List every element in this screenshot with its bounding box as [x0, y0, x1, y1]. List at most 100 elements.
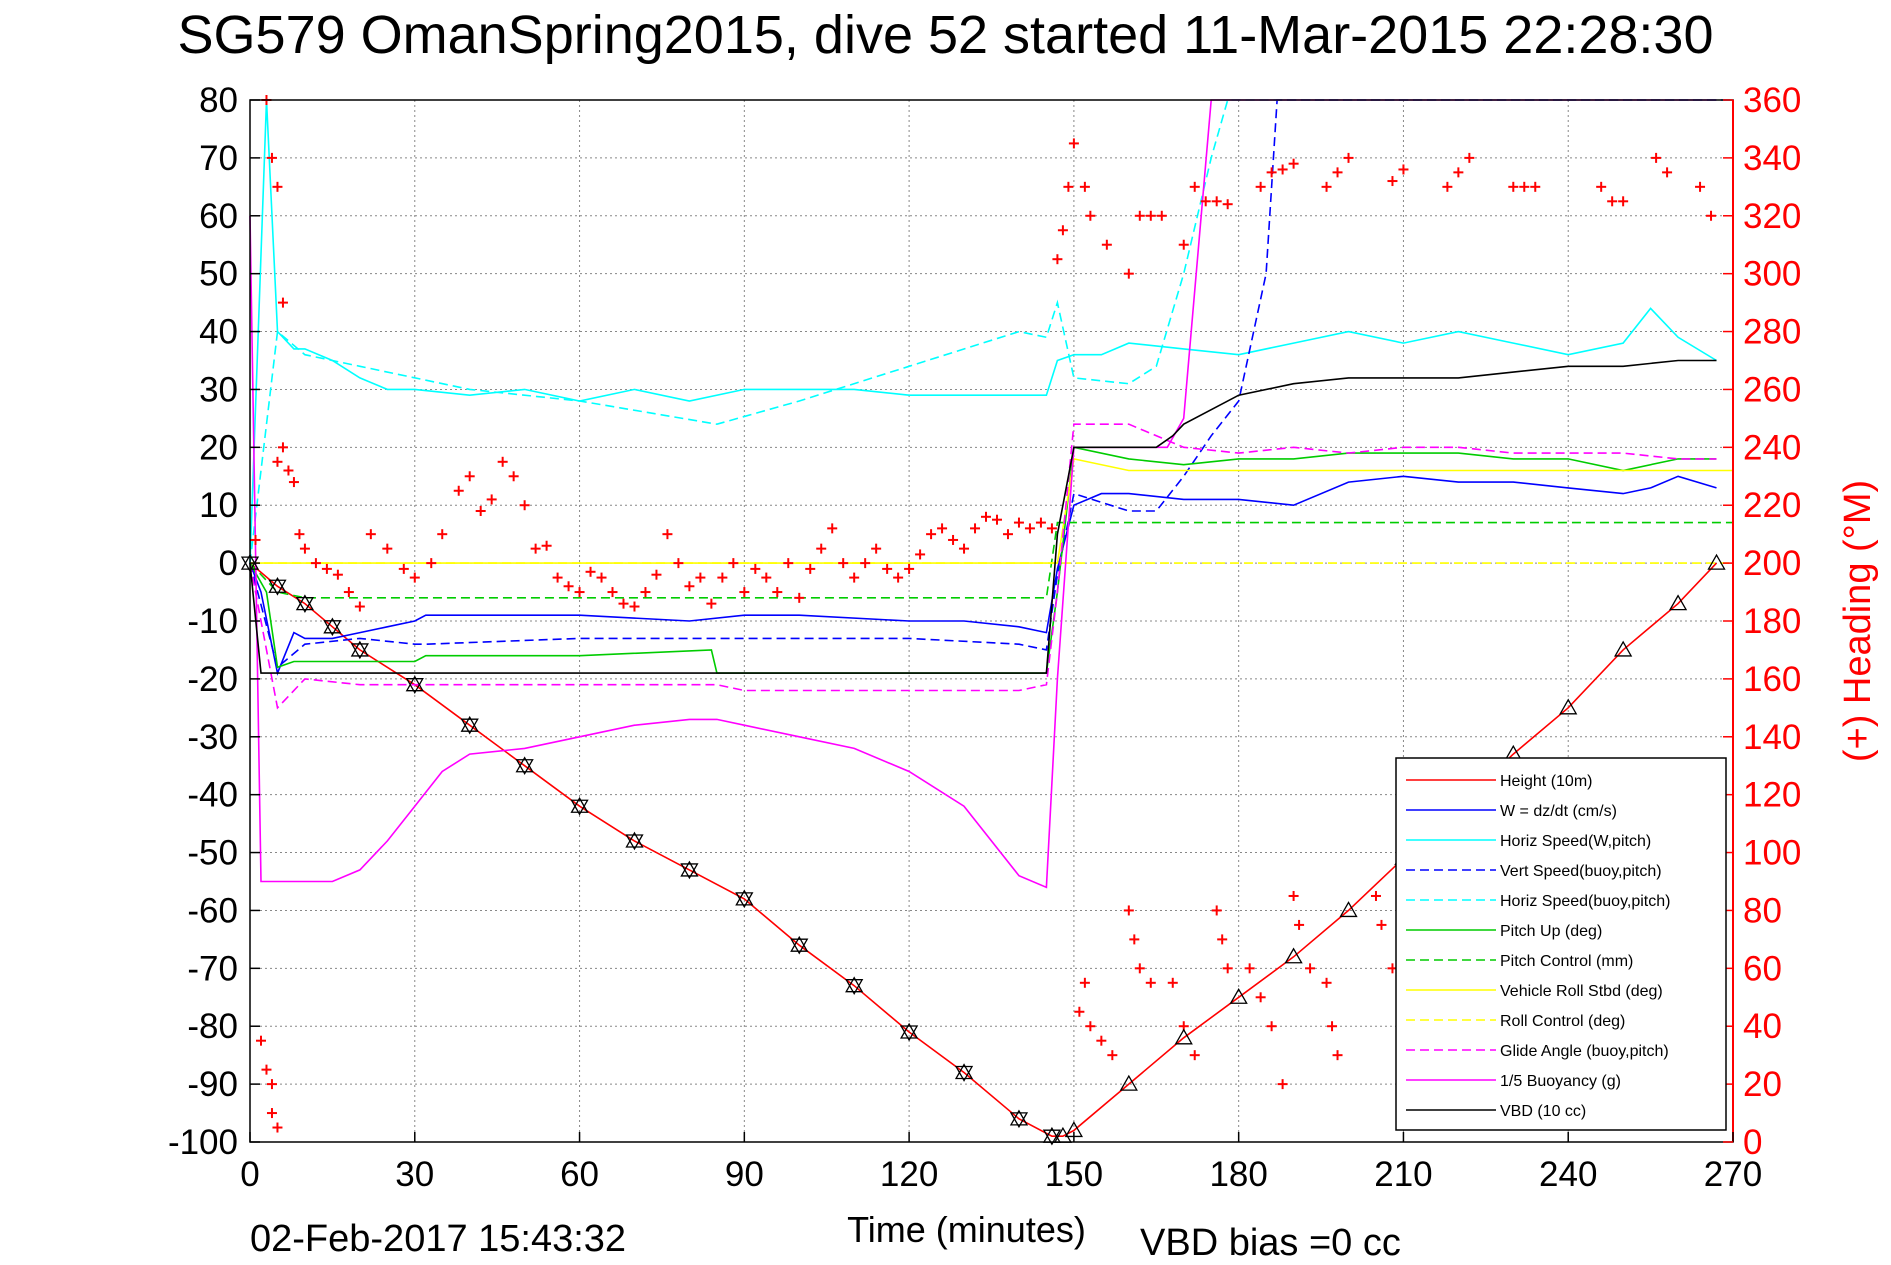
heading-point [1024, 523, 1035, 534]
heading-point [937, 523, 948, 534]
axes: 0 30 60 90 120 150 180 210 240 270 80 70 60 50 40 30 20 1… [168, 81, 1879, 1250]
heading-point [1618, 196, 1629, 207]
heading-point [321, 563, 332, 574]
heading-point [541, 540, 552, 551]
heading-point [1085, 210, 1096, 221]
heading-point [574, 587, 585, 598]
heading-point [1651, 152, 1662, 163]
right-y-tick-label: 160 [1743, 660, 1801, 699]
heading-point [695, 572, 706, 583]
height-marker [570, 796, 589, 816]
height-marker [1559, 698, 1578, 715]
heading-point [805, 563, 816, 574]
heading-point [662, 529, 673, 540]
legend-label: Roll Control (deg) [1500, 1013, 1625, 1030]
heading-point [1695, 181, 1706, 192]
heading-point [1156, 210, 1167, 221]
heading-point [250, 534, 261, 545]
heading-point [1519, 181, 1530, 192]
right-y-tick-label: 200 [1743, 544, 1801, 583]
heading-point [508, 471, 519, 482]
heading-point [1244, 963, 1255, 974]
height-marker [1707, 553, 1726, 570]
legend-item: W = dz/dt (cm/s) [1406, 803, 1617, 820]
y-tick-label: 60 [199, 197, 238, 236]
heading-point [1343, 152, 1354, 163]
chart-title: SG579 OmanSpring2015, dive 52 started 11… [177, 5, 1714, 65]
x-tick-label: 180 [1209, 1155, 1267, 1194]
y-tick-label: 20 [199, 428, 238, 467]
height-marker [625, 831, 644, 851]
right-y-tick-label: 0 [1743, 1123, 1762, 1162]
height-marker [323, 617, 342, 637]
heading-point [382, 543, 393, 554]
series-line [249, 423, 1717, 710]
right-y-axis-label: (+) Heading (°M) [1837, 480, 1879, 762]
heading-point [816, 543, 827, 554]
heading-point [1464, 152, 1475, 163]
heading-point [1134, 963, 1145, 974]
heading-point [294, 529, 305, 540]
heading-point [1085, 1021, 1096, 1032]
y-tick-label: -70 [187, 949, 238, 988]
legend-item: Height (10m) [1406, 773, 1592, 790]
legend-item: Pitch Up (deg) [1406, 923, 1602, 940]
y-tick-label: -50 [187, 834, 238, 873]
legend: Height (10m) W = dz/dt (cm/s) Horiz Speed(… [1395, 757, 1727, 1131]
heading-point [310, 558, 321, 569]
heading-point [1370, 890, 1381, 901]
height-marker [1284, 947, 1303, 964]
heading-point [1189, 181, 1200, 192]
heading-point [1662, 167, 1673, 178]
right-y-tick-label: 300 [1743, 255, 1801, 294]
heading-point [266, 1108, 277, 1119]
series-line [249, 99, 1733, 669]
legend-label: Vehicle Roll Stbd (deg) [1500, 983, 1663, 1000]
heading-point [1305, 963, 1316, 974]
height-marker [350, 640, 369, 660]
series-line [249, 521, 1733, 599]
heading-point [739, 587, 750, 598]
right-y-tick-label: 40 [1743, 1007, 1782, 1046]
y-tick-label: -40 [187, 776, 238, 815]
heading-point [1145, 977, 1156, 988]
heading-point [1217, 934, 1228, 945]
legend-label: Horiz Speed(buoy,pitch) [1500, 893, 1670, 910]
heading-point [453, 485, 464, 496]
heading-markers [250, 95, 1717, 1133]
right-y-tick-label: 60 [1743, 949, 1782, 988]
height-marker [1229, 987, 1248, 1004]
y-tick-label: 70 [199, 139, 238, 178]
heading-point [409, 572, 420, 583]
heading-point [1321, 977, 1332, 988]
heading-point [1706, 210, 1717, 221]
legend-item: VBD (10 cc) [1406, 1103, 1586, 1120]
legend-label: Pitch Control (mm) [1500, 953, 1633, 970]
height-marker [845, 976, 864, 996]
heading-point [277, 442, 288, 453]
heading-point [1057, 225, 1068, 236]
heading-point [1222, 963, 1233, 974]
heading-point [1211, 196, 1222, 207]
x-tick-label: 120 [880, 1155, 938, 1194]
heading-point [426, 558, 437, 569]
height-marker [268, 576, 287, 596]
heading-point [959, 543, 970, 554]
right-y-tick-label: 320 [1743, 197, 1801, 236]
heading-point [497, 456, 508, 467]
height-marker [405, 675, 424, 694]
series-line [249, 475, 1717, 676]
heading-point [1266, 1021, 1277, 1032]
y-tick-label: 50 [199, 255, 238, 294]
height-marker [515, 756, 534, 776]
height-marker [1668, 594, 1688, 611]
legend-item: Glide Angle (buoy,pitch) [1406, 1043, 1669, 1060]
heading-point [717, 572, 728, 583]
heading-point [261, 1064, 272, 1075]
heading-point [1145, 210, 1156, 221]
heading-point [1123, 905, 1134, 916]
heading-point [1200, 196, 1211, 207]
heading-point [838, 558, 849, 569]
heading-point [1255, 181, 1266, 192]
